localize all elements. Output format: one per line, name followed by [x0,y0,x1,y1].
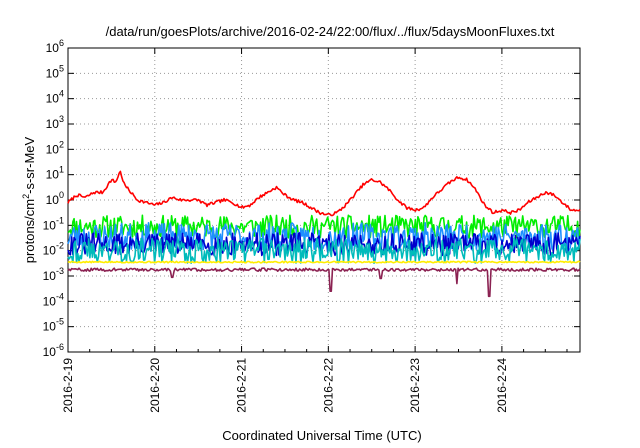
y-tick-label: 100 [46,190,64,207]
x-tick-label: 2016-2-24 [495,358,509,413]
series-line-4 [67,237,581,265]
series-line-0 [67,170,581,217]
series-line-1 [67,214,581,239]
y-tick-label: 10-6 [43,342,64,359]
series-line-5 [67,260,581,264]
y-axis-label-sup: 2 [21,194,31,199]
chart-title: /data/run/goesPlots/archive/2016-02-24/2… [106,24,555,39]
x-tick-label: 2016-2-19 [61,358,75,413]
x-tick-label: 2016-2-22 [321,358,335,413]
series-line-3 [67,232,581,257]
y-tick-label: 101 [46,165,64,182]
y-tick-label: 103 [46,114,64,131]
series-group [67,170,581,298]
x-axis-label: Coordinated Universal Time (UTC) [222,428,421,443]
x-axis: 2016-2-19 2016-2-20 2016-2-21 2016-2-22 2016… [61,48,568,413]
y-tick-label: 104 [46,89,64,106]
y-tick-label: 10-5 [43,317,64,334]
y-axis-label: protons/cm2-s-sr-MeV [21,136,37,263]
series-line-6 [67,267,581,298]
y-tick-label: 106 [46,38,64,55]
x-tick-label: 2016-2-20 [148,358,162,413]
grid [68,48,580,352]
x-tick-label: 2016-2-21 [235,358,249,413]
y-axis-label-rest: -s-sr-MeV [22,136,37,193]
y-tick-label: 10-2 [43,241,64,258]
y-tick-label: 10-1 [43,215,64,232]
y-tick-label: 10-4 [43,291,64,308]
x-tick-label: 2016-2-23 [408,358,422,413]
y-axis-label-base: protons/cm [22,199,37,263]
y-tick-label: 102 [46,139,64,156]
y-axis: 10-6 10-5 10-4 10-3 10-2 10-1 100 101 102 103 104 1… [43,38,580,359]
y-tick-label: 10-3 [43,266,64,283]
y-tick-label: 105 [46,63,64,80]
